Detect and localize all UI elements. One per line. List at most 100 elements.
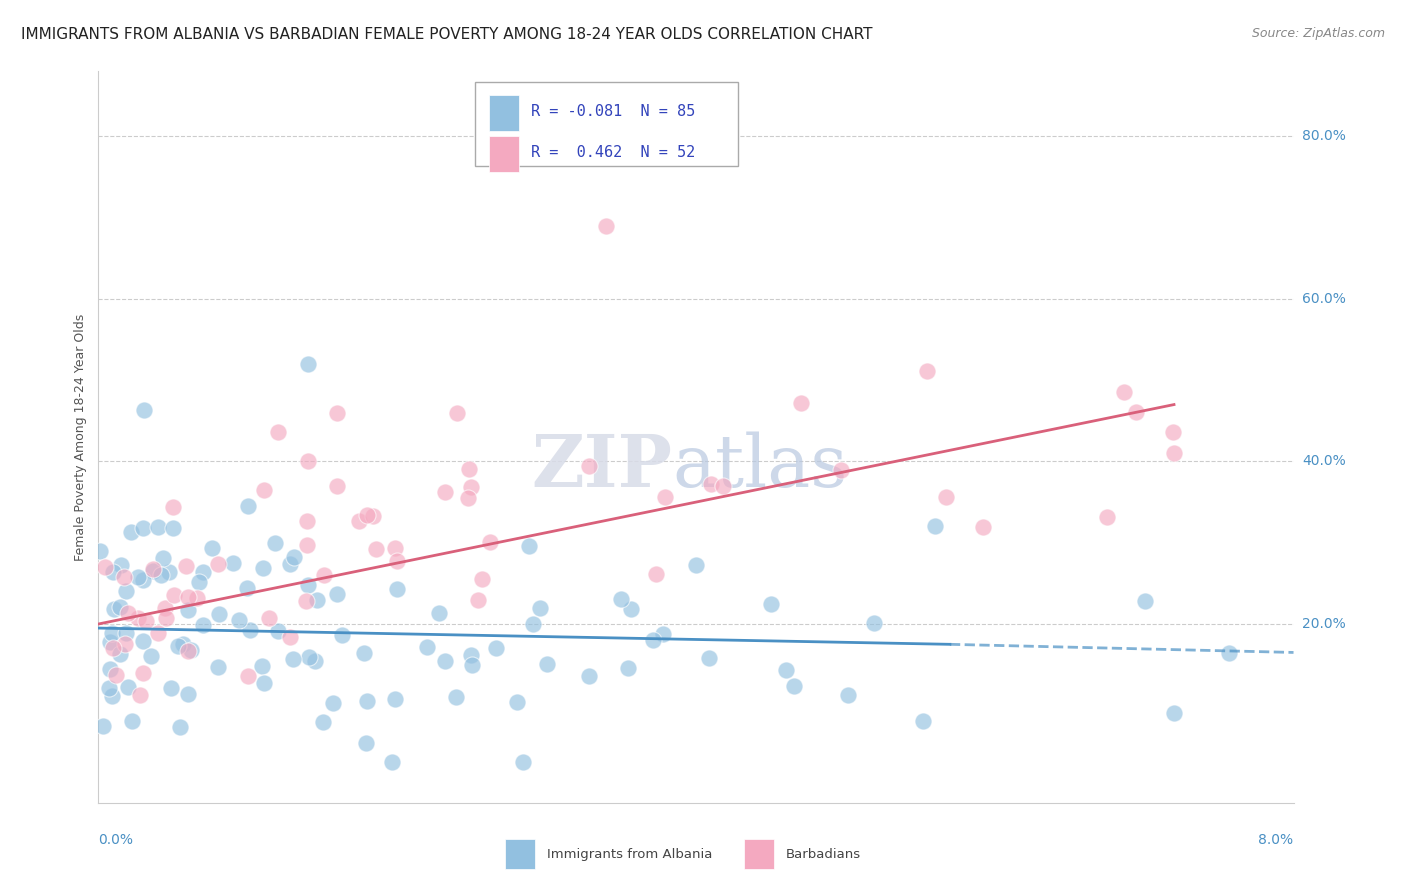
Point <box>911 714 934 728</box>
Point <box>132 633 155 648</box>
Point <box>110 558 132 573</box>
Y-axis label: Female Poverty Among 18-24 Year Olds: Female Poverty Among 18-24 Year Olds <box>75 313 87 561</box>
Text: 0.0%: 0.0% <box>98 833 134 847</box>
Point <box>356 508 378 522</box>
Point <box>191 565 214 579</box>
Point <box>280 558 302 572</box>
Point <box>461 657 484 672</box>
Point <box>759 597 782 611</box>
Point <box>356 736 378 750</box>
Point <box>180 643 202 657</box>
Point <box>326 406 349 420</box>
Point <box>297 357 319 371</box>
Point <box>174 558 197 573</box>
Point <box>98 662 121 676</box>
Point <box>651 626 673 640</box>
Point <box>117 606 139 620</box>
Point <box>89 544 111 558</box>
Point <box>142 561 165 575</box>
Point <box>252 560 274 574</box>
Text: atlas: atlas <box>672 431 848 501</box>
Point <box>312 567 335 582</box>
Text: IMMIGRANTS FROM ALBANIA VS BARBADIAN FEMALE POVERTY AMONG 18-24 YEAR OLDS CORREL: IMMIGRANTS FROM ALBANIA VS BARBADIAN FEM… <box>21 27 873 42</box>
Text: Barbadians: Barbadians <box>786 847 860 861</box>
Point <box>228 613 250 627</box>
Point <box>159 565 181 579</box>
Point <box>322 696 344 710</box>
Text: R =  0.462  N = 52: R = 0.462 N = 52 <box>531 145 696 160</box>
Point <box>267 624 290 639</box>
Point <box>356 694 378 708</box>
Point <box>311 715 333 730</box>
Point <box>595 219 617 233</box>
Point <box>127 570 149 584</box>
Point <box>149 568 172 582</box>
Point <box>128 689 150 703</box>
Point <box>152 551 174 566</box>
Point <box>115 583 138 598</box>
Point <box>1097 510 1119 524</box>
Point <box>177 688 200 702</box>
Point <box>278 630 301 644</box>
Point <box>434 654 457 668</box>
Point <box>94 560 117 574</box>
Text: R = -0.081  N = 85: R = -0.081 N = 85 <box>531 103 696 119</box>
Point <box>506 695 529 709</box>
Point <box>264 535 287 549</box>
Point <box>697 651 720 665</box>
Point <box>643 632 665 647</box>
Point <box>207 607 229 621</box>
Point <box>616 661 638 675</box>
Point <box>253 676 276 690</box>
Point <box>1135 594 1157 608</box>
Point <box>169 720 191 734</box>
Point <box>460 480 482 494</box>
Point <box>427 606 450 620</box>
Point <box>250 659 273 673</box>
Text: 20.0%: 20.0% <box>1302 617 1346 631</box>
Point <box>512 755 534 769</box>
Point <box>361 508 384 523</box>
Point <box>148 519 170 533</box>
Point <box>236 500 259 514</box>
Point <box>132 573 155 587</box>
Point <box>207 659 229 673</box>
Point <box>385 582 409 597</box>
Point <box>619 601 641 615</box>
Point <box>307 593 329 607</box>
Point <box>915 364 938 378</box>
Point <box>103 640 125 655</box>
Point <box>257 611 280 625</box>
Point <box>353 646 375 660</box>
Point <box>132 665 155 680</box>
Point <box>1112 384 1135 399</box>
Point <box>529 601 551 615</box>
Point <box>578 669 600 683</box>
Point <box>790 396 813 410</box>
Point <box>105 668 128 682</box>
Point <box>160 681 183 695</box>
Point <box>522 616 544 631</box>
Point <box>295 515 318 529</box>
Point <box>167 640 190 654</box>
Text: Source: ZipAtlas.com: Source: ZipAtlas.com <box>1251 27 1385 40</box>
Text: 40.0%: 40.0% <box>1302 454 1346 468</box>
Point <box>863 615 886 630</box>
Point <box>91 719 114 733</box>
Point <box>610 591 633 606</box>
Bar <box>475 82 738 167</box>
Point <box>155 611 177 625</box>
Point <box>121 714 143 728</box>
Point <box>1163 446 1185 460</box>
Point <box>142 564 165 578</box>
Point <box>103 602 125 616</box>
Point <box>155 600 177 615</box>
Point <box>1218 646 1240 660</box>
Point <box>460 648 482 662</box>
Point <box>471 572 494 586</box>
Point <box>1125 405 1147 419</box>
Point <box>236 581 259 595</box>
Text: ZIP: ZIP <box>531 431 672 502</box>
Point <box>347 514 370 528</box>
Point <box>485 640 508 655</box>
